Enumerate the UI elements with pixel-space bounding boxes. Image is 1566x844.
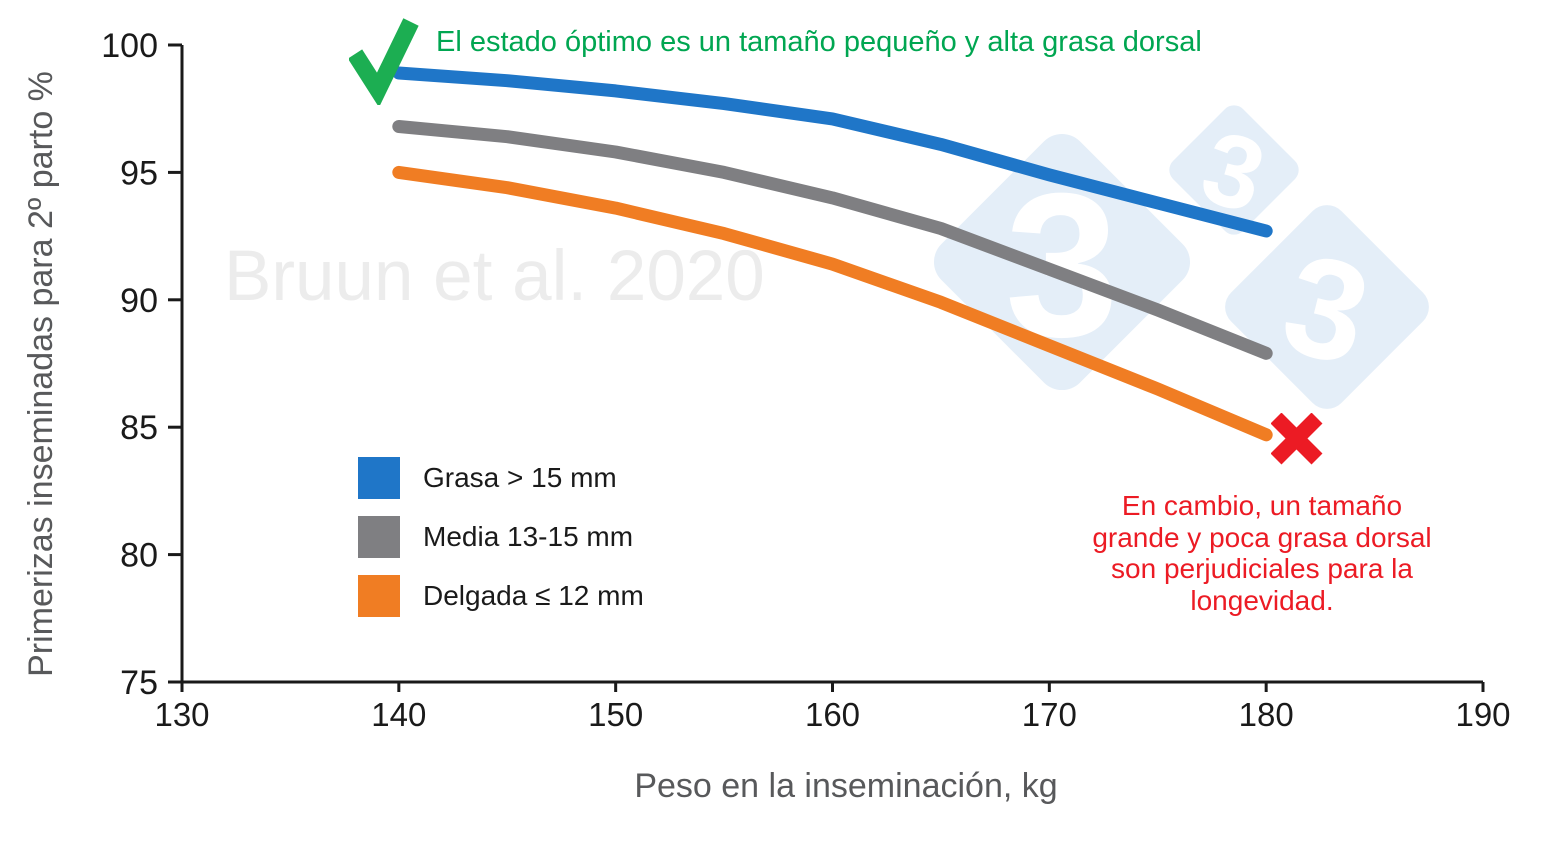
x-tick-label: 130 xyxy=(154,696,209,733)
legend-item-media: Media 13-15 mm xyxy=(358,516,644,558)
x-tick-label: 170 xyxy=(1022,696,1077,733)
legend-swatch-gray xyxy=(358,516,400,558)
red-annotation: En cambio, un tamaño grande y poca grasa… xyxy=(1070,490,1454,616)
legend-item-grasa: Grasa > 15 mm xyxy=(358,457,644,499)
logo-diamond-small xyxy=(1169,105,1299,235)
red-annotation-line: En cambio, un tamaño xyxy=(1121,490,1403,521)
watermark-citation: Bruun et al. 2020 xyxy=(224,237,765,316)
x-axis-title: Peso en la inseminación, kg xyxy=(634,767,1057,805)
y-tick-label: 80 xyxy=(120,537,158,575)
y-axis-title: Primerizas inseminadas para 2º parto % xyxy=(22,71,60,677)
cross-icon xyxy=(1271,413,1323,465)
y-tick-label: 90 xyxy=(120,282,158,320)
x-tick-label: 190 xyxy=(1455,696,1510,733)
legend-swatch-blue xyxy=(358,457,400,499)
red-annotation-line: grande y poca grasa dorsal xyxy=(1092,521,1432,553)
y-tick-label: 75 xyxy=(120,664,158,702)
series-line-2 xyxy=(392,165,1273,442)
y-tick-label: 95 xyxy=(120,154,158,192)
check-icon xyxy=(349,18,419,105)
legend: Grasa > 15 mm Media 13-15 mm Delgada ≤ 1… xyxy=(358,457,644,617)
legend-item-delgada: Delgada ≤ 12 mm xyxy=(358,575,644,617)
series-lines xyxy=(392,66,1273,442)
legend-label: Delgada ≤ 12 mm xyxy=(423,580,644,611)
logo-333-watermark: 3 33 xyxy=(933,105,1429,409)
legend-swatch-orange xyxy=(358,575,400,617)
series-line-1 xyxy=(392,120,1273,360)
axes: 75 80 85 90 95 100 130 140 150 160 170 180 190 xyxy=(101,27,1510,733)
series-line-0 xyxy=(392,66,1273,238)
y-tick-label: 85 xyxy=(120,409,158,447)
x-tick-label: 180 xyxy=(1239,696,1294,733)
x-tick-label: 140 xyxy=(371,696,426,733)
green-annotation: El estado óptimo es un tamaño pequeño y … xyxy=(436,26,1202,58)
red-annotation-line: longevidad. xyxy=(1190,584,1334,616)
legend-label: Media 13-15 mm xyxy=(423,521,634,552)
y-tick-label: 100 xyxy=(101,27,158,65)
legend-label: Grasa > 15 mm xyxy=(423,462,617,493)
logo-diamond-medium xyxy=(1225,205,1429,409)
red-annotation-line: son perjudiciales para la xyxy=(1111,553,1413,584)
x-tick-label: 160 xyxy=(805,696,860,733)
x-tick-label: 150 xyxy=(588,696,643,733)
